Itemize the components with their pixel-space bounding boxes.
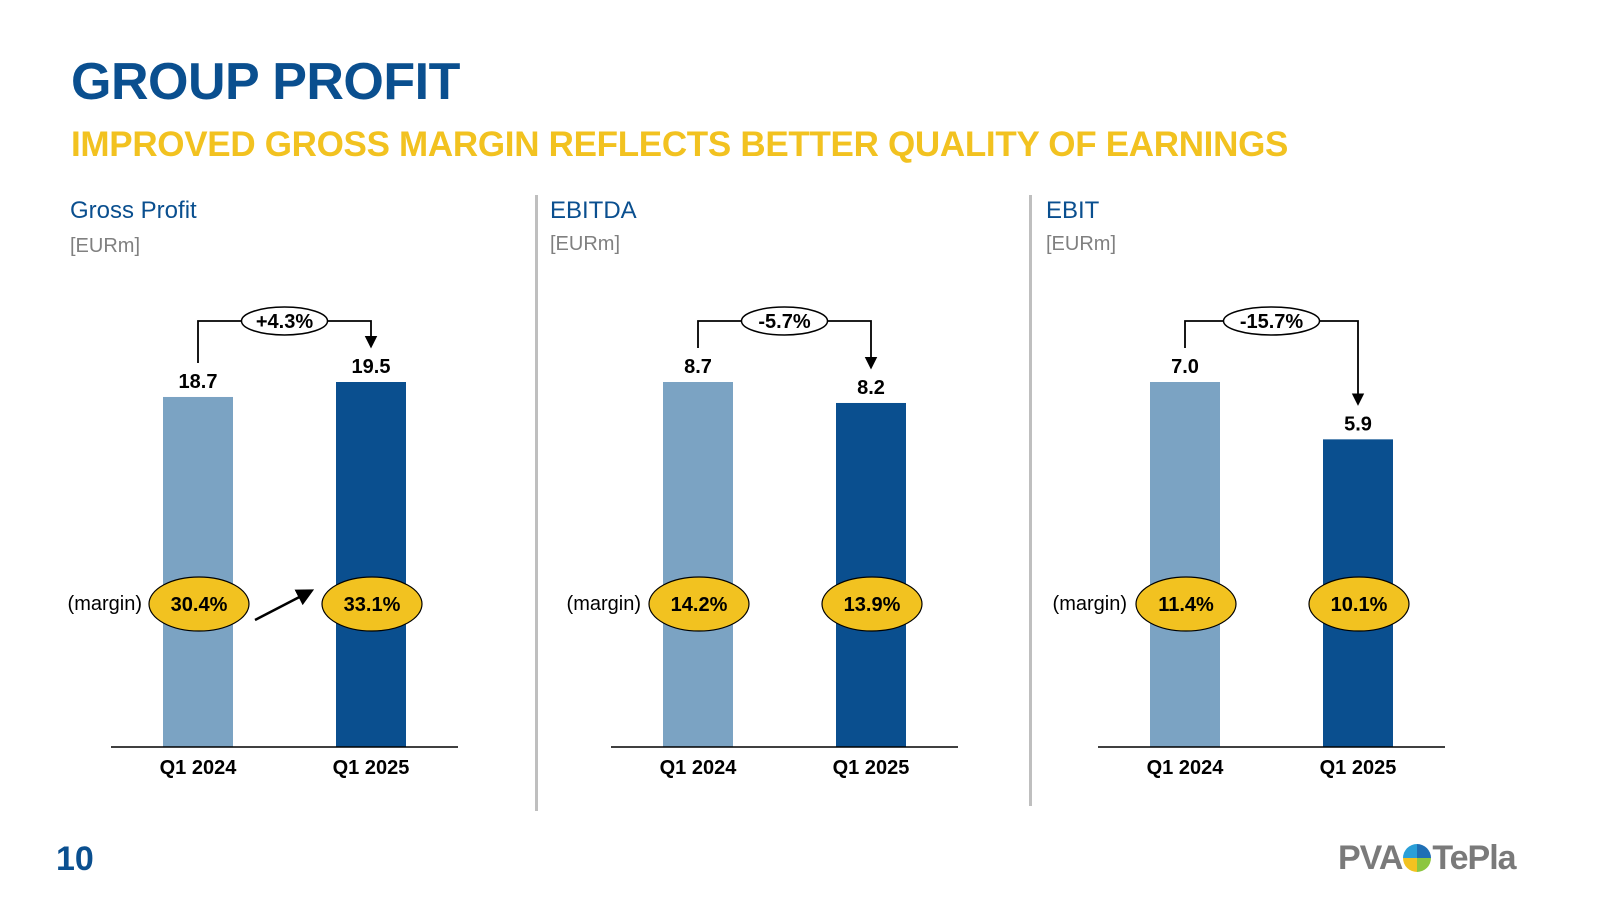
margin-badge xyxy=(821,576,923,632)
value-label: 19.5 xyxy=(352,356,391,378)
category-label: Q1 2024 xyxy=(660,757,738,779)
chart-title-ebit: EBIT xyxy=(1046,197,1100,224)
panel-divider xyxy=(1029,195,1032,806)
value-label: 8.2 xyxy=(857,377,885,399)
change-label: +4.3% xyxy=(256,311,313,333)
margin-badge xyxy=(321,576,423,632)
bar-ebitda-2 xyxy=(836,402,906,747)
change-badge xyxy=(740,306,829,336)
chart-unit-ebitda: [EURm] xyxy=(550,233,620,255)
change-badge xyxy=(240,306,329,336)
category-label: Q1 2024 xyxy=(160,757,238,779)
bar-gross-profit-2 xyxy=(336,382,406,747)
bar-ebit-1 xyxy=(1150,382,1220,747)
chart-unit-gross-profit: [EURm] xyxy=(70,235,140,257)
margin-trend-arrow xyxy=(254,589,315,622)
change-badge xyxy=(1222,306,1321,336)
chart-unit-ebit: [EURm] xyxy=(1046,233,1116,255)
logo-globe-icon xyxy=(1403,844,1432,872)
logo-text-right: TePla xyxy=(1432,838,1516,877)
margin-label: (margin) xyxy=(68,593,142,615)
category-label: Q1 2025 xyxy=(333,757,410,779)
logo-text-left: PVA xyxy=(1338,838,1403,877)
value-label: 8.7 xyxy=(684,356,712,378)
margin-value: 13.9% xyxy=(844,594,901,616)
margin-value: 30.4% xyxy=(171,594,228,616)
page-number: 10 xyxy=(56,840,94,878)
margin-value: 10.1% xyxy=(1331,594,1388,616)
category-label: Q1 2025 xyxy=(833,757,910,779)
chart-title-ebitda: EBITDA xyxy=(550,197,637,224)
page-title: GROUP PROFIT xyxy=(71,53,460,111)
company-logo: PVA TePla xyxy=(1338,838,1517,878)
margin-label: (margin) xyxy=(567,593,641,615)
value-label: 18.7 xyxy=(179,371,218,393)
chart-title-gross-profit: Gross Profit xyxy=(70,197,197,224)
margin-value: 14.2% xyxy=(671,594,728,616)
page-subtitle: IMPROVED GROSS MARGIN REFLECTS BETTER QU… xyxy=(71,125,1289,164)
bar-ebitda-1 xyxy=(663,382,733,747)
margin-value: 33.1% xyxy=(344,594,401,616)
category-label: Q1 2024 xyxy=(1147,757,1225,779)
margin-label: (margin) xyxy=(1053,593,1127,615)
value-label: 5.9 xyxy=(1344,413,1372,435)
value-label: 7.0 xyxy=(1171,356,1199,378)
margin-value: 11.4% xyxy=(1158,594,1214,616)
bar-gross-profit-1 xyxy=(163,396,233,747)
margin-badge xyxy=(648,576,750,632)
margin-badge xyxy=(148,576,250,632)
category-label: Q1 2025 xyxy=(1320,757,1397,779)
change-label: -5.7% xyxy=(758,311,810,333)
margin-badge xyxy=(1135,576,1237,632)
panel-divider xyxy=(535,195,538,811)
change-label: -15.7% xyxy=(1240,311,1304,333)
margin-badge xyxy=(1308,576,1410,632)
